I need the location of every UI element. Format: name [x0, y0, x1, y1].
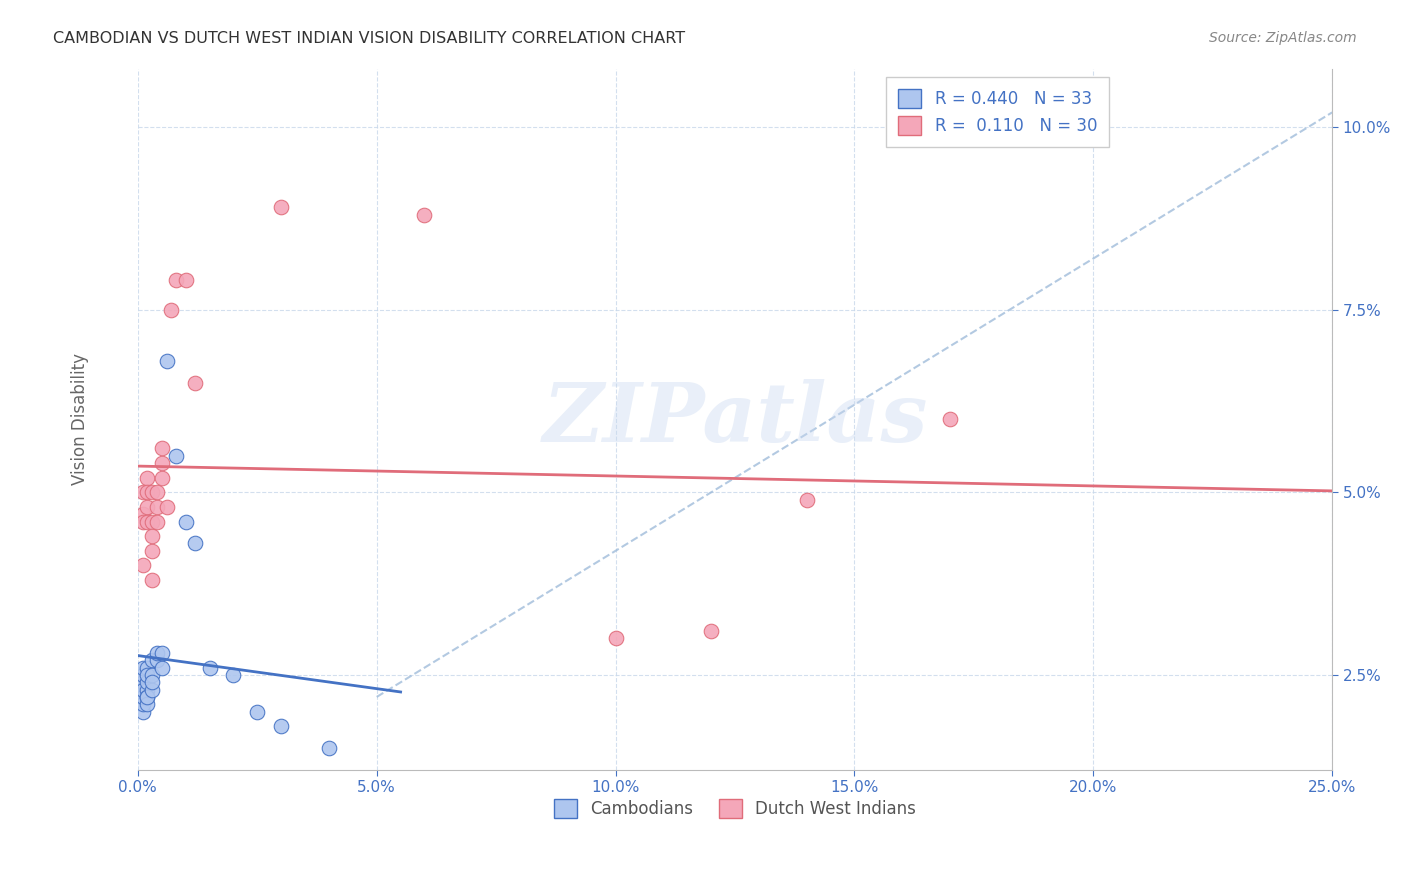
Point [141, 653, 163, 667]
Y-axis label: Vision Disability: Vision Disability [72, 353, 89, 485]
Point [131, 515, 153, 529]
Point [136, 690, 159, 704]
Text: CAMBODIAN VS DUTCH WEST INDIAN VISION DISABILITY CORRELATION CHART: CAMBODIAN VS DUTCH WEST INDIAN VISION DI… [53, 31, 686, 46]
Point [136, 698, 159, 712]
Point [136, 485, 159, 500]
Point [155, 500, 177, 514]
Point [136, 668, 159, 682]
Point [131, 668, 153, 682]
Legend: Cambodians, Dutch West Indians: Cambodians, Dutch West Indians [547, 792, 922, 825]
Point [150, 442, 173, 456]
Point [141, 529, 163, 543]
Point [136, 500, 159, 514]
Point [131, 661, 153, 675]
Point [146, 485, 169, 500]
Point [136, 515, 159, 529]
Point [605, 632, 627, 646]
Point [246, 705, 269, 719]
Point [150, 456, 173, 470]
Point [141, 515, 163, 529]
Point [796, 492, 818, 507]
Point [150, 661, 173, 675]
Point [165, 449, 187, 463]
Point [131, 485, 153, 500]
Point [141, 543, 163, 558]
Point [136, 690, 159, 704]
Point [131, 690, 153, 704]
Point [146, 646, 169, 660]
Point [222, 668, 245, 682]
Point [141, 682, 163, 697]
Point [270, 200, 292, 214]
Text: ZIPatlas: ZIPatlas [543, 379, 928, 459]
Point [174, 273, 197, 287]
Point [136, 682, 159, 697]
Point [146, 500, 169, 514]
Point [146, 515, 169, 529]
Point [198, 661, 221, 675]
Point [174, 515, 197, 529]
Point [165, 273, 187, 287]
Point [150, 646, 173, 660]
Point [136, 471, 159, 485]
Point [939, 412, 962, 426]
Point [131, 698, 153, 712]
Point [141, 675, 163, 690]
Point [131, 705, 153, 719]
Point [146, 653, 169, 667]
Point [150, 471, 173, 485]
Point [318, 741, 340, 756]
Point [136, 675, 159, 690]
Point [136, 661, 159, 675]
Point [141, 573, 163, 587]
Point [131, 682, 153, 697]
Point [131, 682, 153, 697]
Point [700, 624, 723, 639]
Point [270, 719, 292, 733]
Point [184, 536, 207, 550]
Point [131, 558, 153, 573]
Point [160, 302, 183, 317]
Point [131, 508, 153, 522]
Point [413, 208, 436, 222]
Point [131, 690, 153, 704]
Point [141, 485, 163, 500]
Point [184, 376, 207, 390]
Point [155, 353, 177, 368]
Text: Source: ZipAtlas.com: Source: ZipAtlas.com [1209, 31, 1357, 45]
Point [141, 668, 163, 682]
Point [131, 675, 153, 690]
